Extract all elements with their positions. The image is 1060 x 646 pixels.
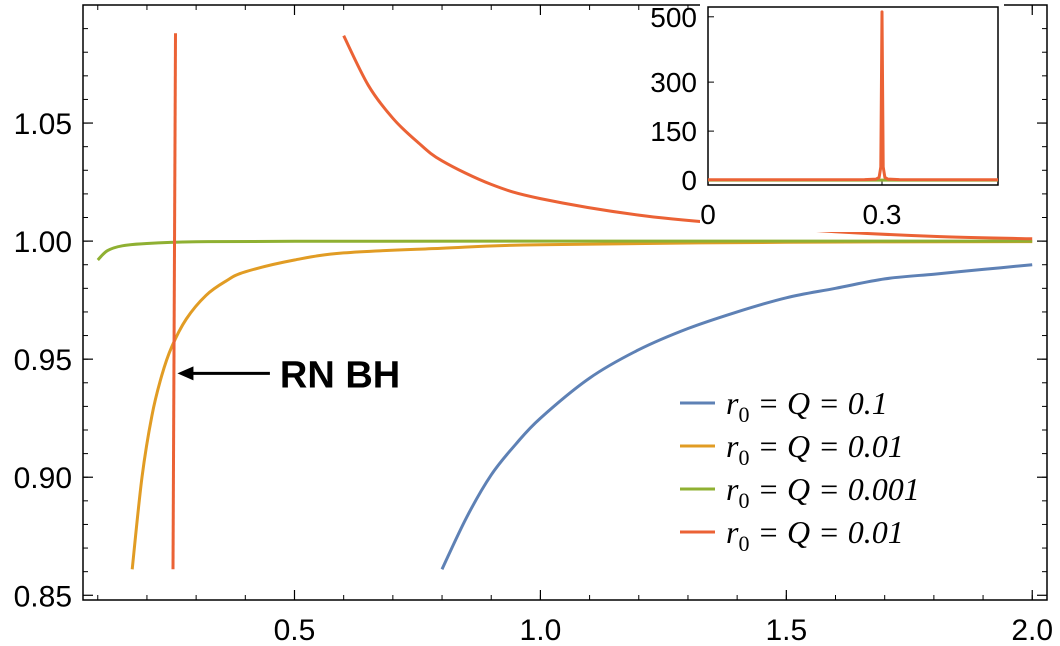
y-tick-label: 0.85 — [14, 580, 72, 613]
series-line-1 — [440, 263, 1033, 570]
legend-subscript: 0 — [738, 531, 749, 556]
inset-x-tick-label: 0 — [700, 199, 716, 230]
y-tick-label: 1.05 — [14, 108, 72, 141]
inset-y-tick-label: 150 — [650, 116, 697, 147]
series-line-4 — [342, 35, 1033, 241]
legend-symbol: r — [726, 514, 739, 550]
plot-frame — [82, 4, 1048, 601]
legend-text: = Q = 0.001 — [749, 471, 919, 507]
main-plot: 0.5 1.0 1.5 2.0 0.85 0.90 0.95 1.00 1.05 — [14, 4, 1053, 646]
inset-series-line-2 — [707, 10, 999, 182]
legend-symbol: r — [726, 471, 739, 507]
x-tick-label: 0.5 — [274, 614, 316, 646]
legend-symbol: r — [726, 428, 739, 464]
annotation-arrowhead — [177, 366, 194, 381]
x-tick-label: 1.5 — [765, 614, 807, 646]
series-line-4 — [171, 33, 177, 570]
legend-text: = Q = 0.01 — [749, 514, 903, 550]
x-tick-label: 2.0 — [1011, 614, 1053, 646]
inset-y-tick-label: 500 — [650, 2, 697, 33]
y-tick-label: 1.00 — [14, 226, 72, 259]
legend-label: r0 = Q = 0.1 — [726, 385, 888, 427]
legend-symbol: r — [726, 385, 739, 421]
legend-subscript: 0 — [738, 445, 749, 470]
inset-frame — [707, 6, 999, 186]
annotation: RN BH — [177, 354, 400, 396]
legend-text: = Q = 0.1 — [749, 385, 887, 421]
inset-y-tick-label: 300 — [650, 67, 697, 98]
legend-text: = Q = 0.01 — [749, 428, 903, 464]
legend-subscript: 0 — [738, 402, 749, 427]
series-line-3 — [96, 239, 1033, 262]
legend-label: r0 = Q = 0.001 — [726, 471, 920, 513]
legend-label: r0 = Q = 0.01 — [726, 428, 904, 470]
legend-subscript: 0 — [738, 488, 749, 513]
y-tick-label: 0.95 — [14, 344, 72, 377]
legend-label: r0 = Q = 0.01 — [726, 514, 904, 556]
inset-x-tick-label: 0.3 — [863, 199, 902, 230]
y-tick-label: 0.90 — [14, 462, 72, 495]
inset-y-tick-label: 0 — [681, 165, 697, 196]
series-line-2 — [130, 240, 1033, 570]
x-tick-label: 1.0 — [520, 614, 562, 646]
annotation-label: RN BH — [280, 354, 400, 396]
inset-plot: 0 0.3 0 150 300 500 — [650, 2, 1004, 232]
